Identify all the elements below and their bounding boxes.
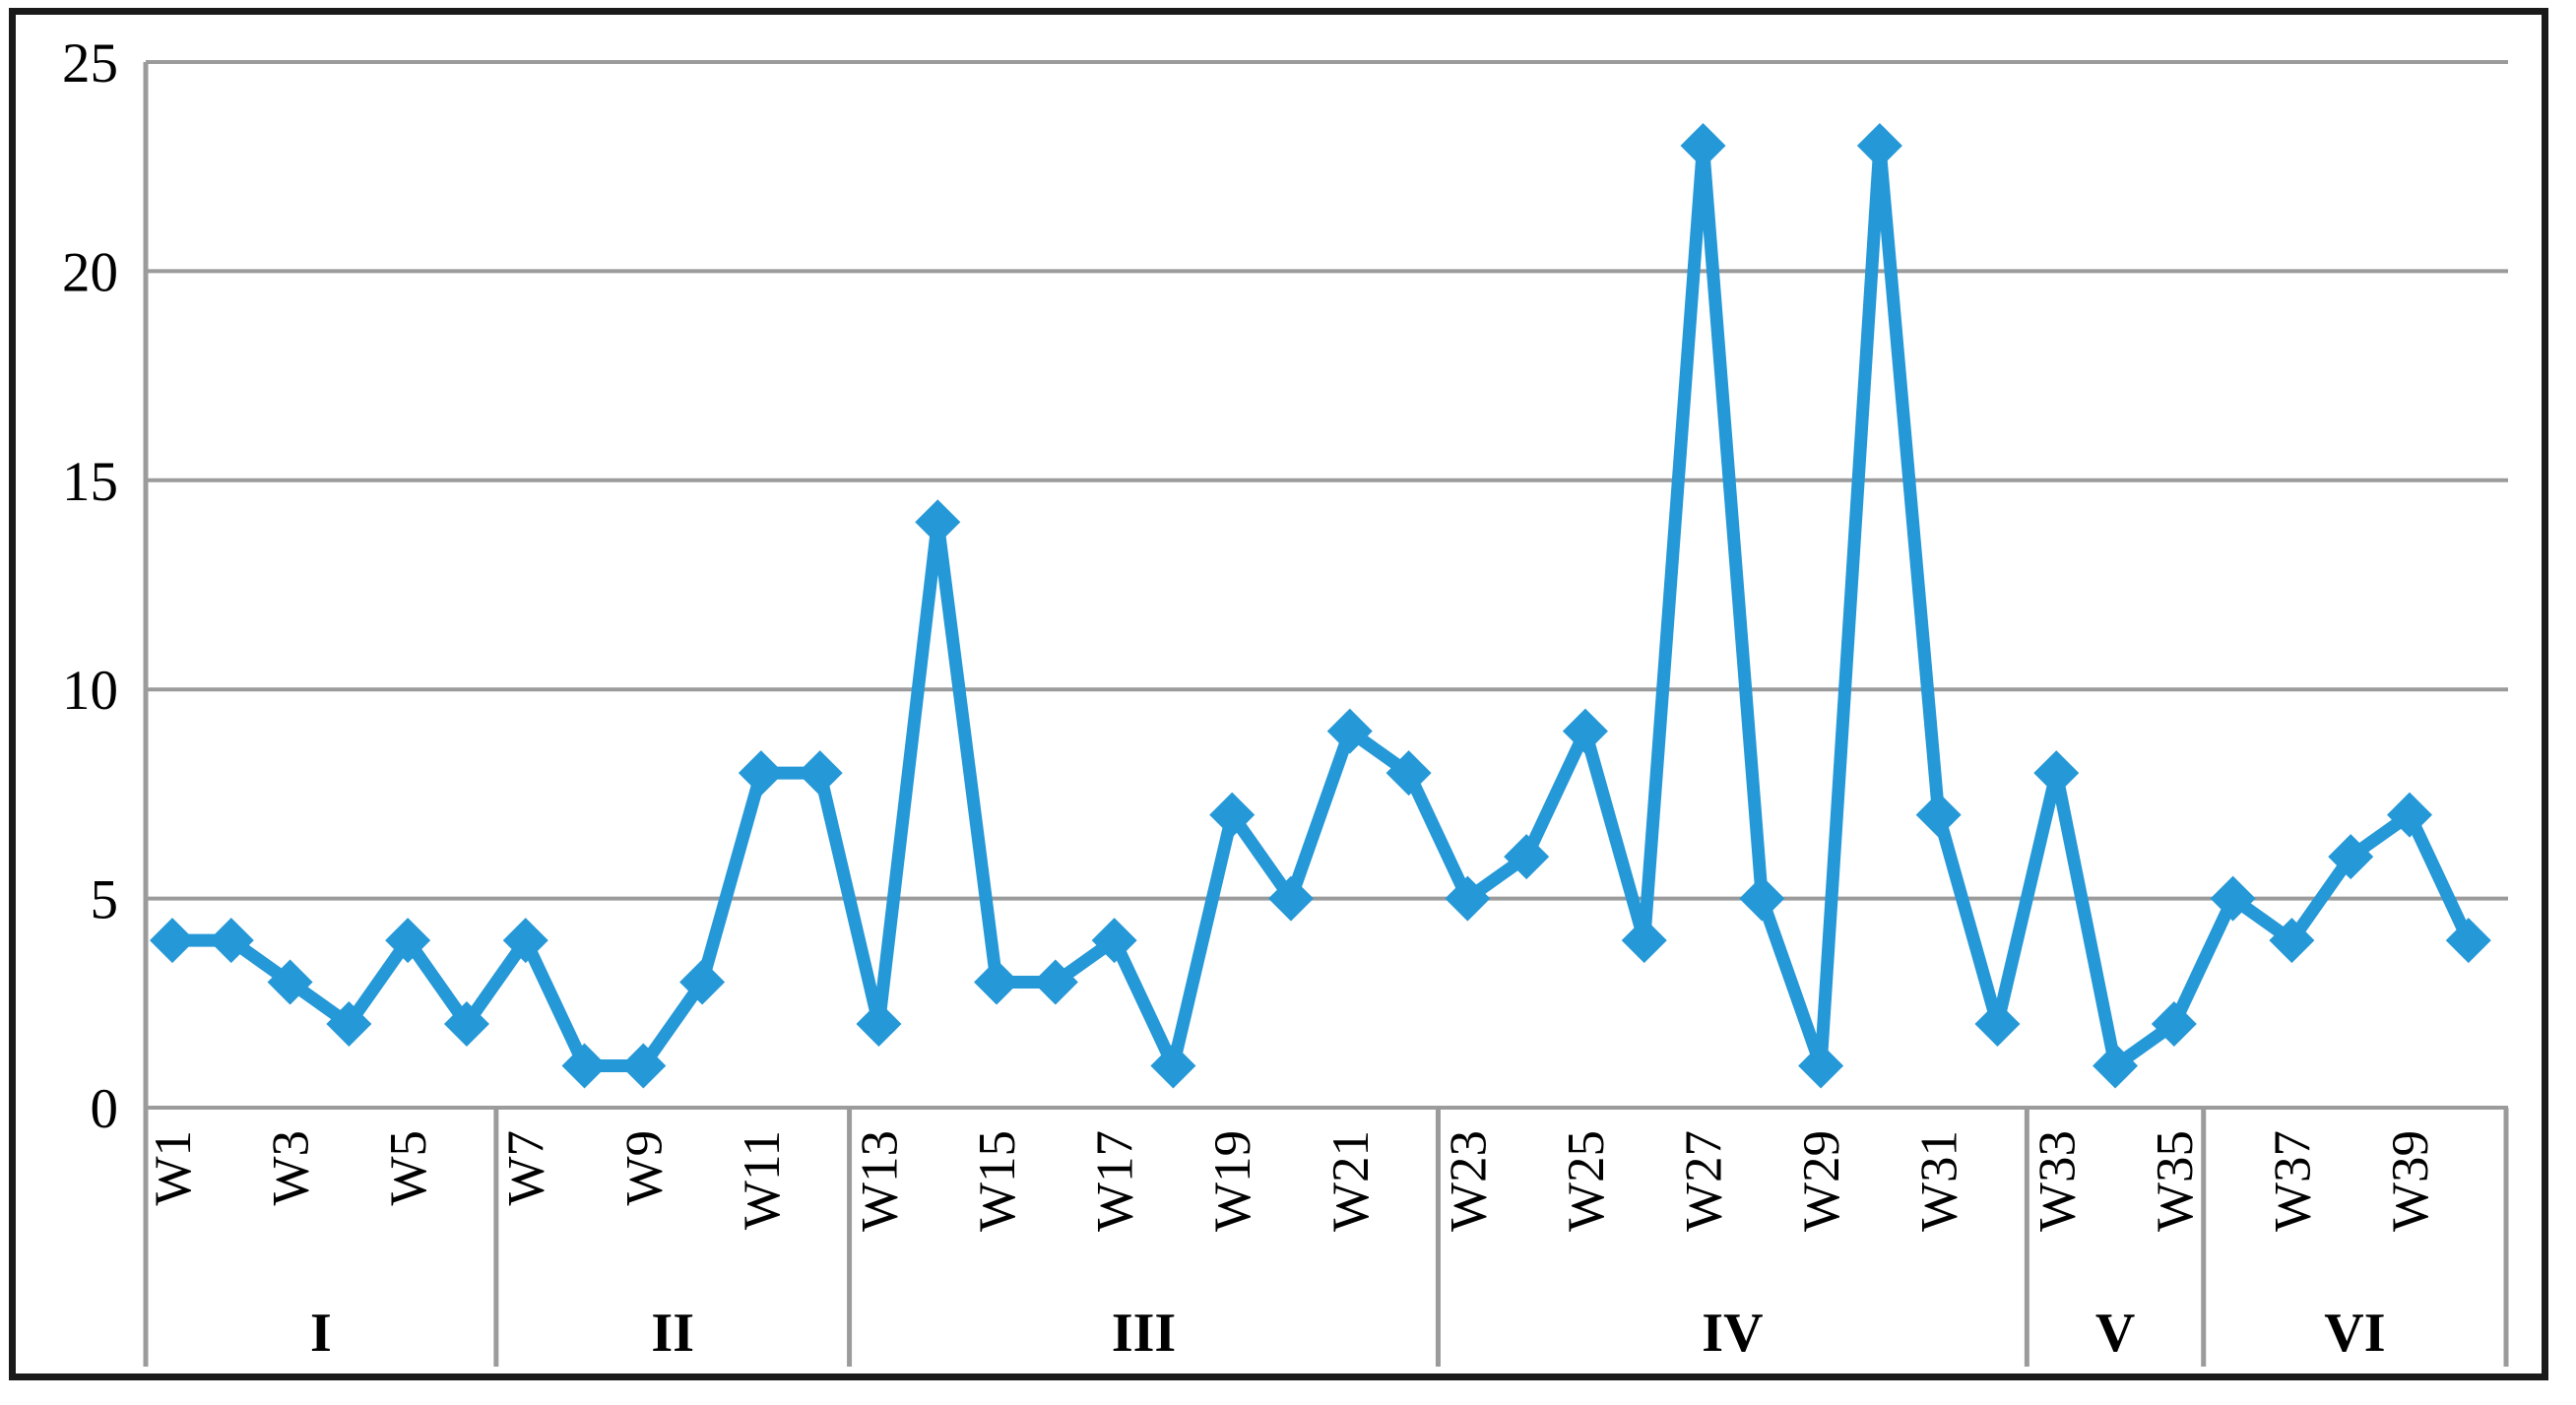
data-point-W30 <box>1856 122 1902 168</box>
x-tick-label-W25: W25 <box>1558 1130 1615 1232</box>
section-label-II: II <box>651 1303 694 1364</box>
data-point-W5 <box>385 918 431 964</box>
data-point-W1 <box>150 918 195 964</box>
x-tick-label-W1: W1 <box>145 1130 202 1206</box>
data-point-W7 <box>502 918 548 964</box>
x-tick-label-W3: W3 <box>263 1130 320 1206</box>
data-point-W22 <box>1385 750 1432 797</box>
y-tick-label-5: 5 <box>91 869 119 931</box>
x-tick-label-W17: W17 <box>1087 1130 1144 1232</box>
data-point-W12 <box>797 750 843 797</box>
x-tick-label-W15: W15 <box>969 1130 1026 1232</box>
section-label-I: I <box>310 1303 332 1364</box>
data-point-W13 <box>856 1001 902 1048</box>
data-line-series <box>165 139 2476 1073</box>
section-label-V: V <box>2095 1303 2135 1364</box>
data-point-W9 <box>620 1043 667 1089</box>
data-point-W31 <box>1915 792 1962 838</box>
x-tick-label-W35: W35 <box>2147 1130 2204 1232</box>
data-point-W39 <box>2387 792 2432 838</box>
data-point-W40 <box>2445 918 2491 964</box>
data-point-W21 <box>1326 708 1373 754</box>
data-point-W26 <box>1621 918 1667 964</box>
data-point-W19 <box>1209 792 1256 838</box>
data-point-W23 <box>1445 875 1491 922</box>
data-point-W8 <box>561 1043 608 1089</box>
data-point-W20 <box>1268 875 1314 922</box>
data-point-W17 <box>1091 918 1137 964</box>
x-tick-label-W11: W11 <box>734 1130 791 1230</box>
y-tick-label-10: 10 <box>62 660 118 722</box>
x-tick-label-W19: W19 <box>1204 1130 1261 1232</box>
x-tick-label-W39: W39 <box>2382 1130 2439 1232</box>
data-point-W3 <box>267 959 313 1005</box>
data-point-W37 <box>2269 918 2315 964</box>
x-tick-label-W29: W29 <box>1793 1130 1850 1232</box>
section-label-VI: VI <box>2324 1303 2385 1364</box>
data-point-W34 <box>2093 1043 2139 1089</box>
data-point-W2 <box>208 918 254 964</box>
x-tick-label-W33: W33 <box>2029 1130 2086 1232</box>
y-tick-label-20: 20 <box>62 241 118 303</box>
x-tick-label-W9: W9 <box>615 1130 673 1206</box>
section-label-III: III <box>1112 1303 1176 1364</box>
data-point-W27 <box>1680 122 1726 168</box>
x-tick-label-W7: W7 <box>498 1130 555 1206</box>
data-point-W4 <box>326 1001 372 1048</box>
data-point-W6 <box>443 1001 489 1048</box>
data-point-W33 <box>2033 750 2080 797</box>
data-point-W11 <box>738 750 784 797</box>
y-tick-label-15: 15 <box>62 451 118 513</box>
chart-outer-frame <box>9 8 2548 1380</box>
data-point-W18 <box>1150 1043 1196 1089</box>
data-point-W16 <box>1032 959 1078 1005</box>
x-tick-label-W23: W23 <box>1440 1130 1497 1232</box>
x-tick-label-W31: W31 <box>1911 1130 1968 1232</box>
data-point-W36 <box>2210 875 2256 922</box>
section-label-IV: IV <box>1702 1303 1763 1364</box>
y-tick-label-25: 25 <box>62 32 118 95</box>
data-point-W15 <box>974 959 1020 1005</box>
data-point-W25 <box>1562 708 1608 754</box>
data-point-W29 <box>1798 1043 1844 1089</box>
x-tick-label-W13: W13 <box>851 1130 908 1232</box>
data-point-W38 <box>2328 834 2374 880</box>
data-point-W24 <box>1504 834 1550 880</box>
x-tick-label-W21: W21 <box>1322 1130 1380 1232</box>
data-point-W10 <box>679 959 726 1005</box>
x-tick-label-W5: W5 <box>380 1130 437 1206</box>
x-tick-label-W27: W27 <box>1676 1130 1733 1232</box>
x-tick-label-W37: W37 <box>2264 1130 2321 1232</box>
data-point-W28 <box>1739 875 1785 922</box>
data-point-W35 <box>2151 1001 2197 1048</box>
data-point-W32 <box>1974 1001 2021 1048</box>
y-tick-label-0: 0 <box>91 1078 119 1140</box>
data-point-W14 <box>915 499 961 545</box>
